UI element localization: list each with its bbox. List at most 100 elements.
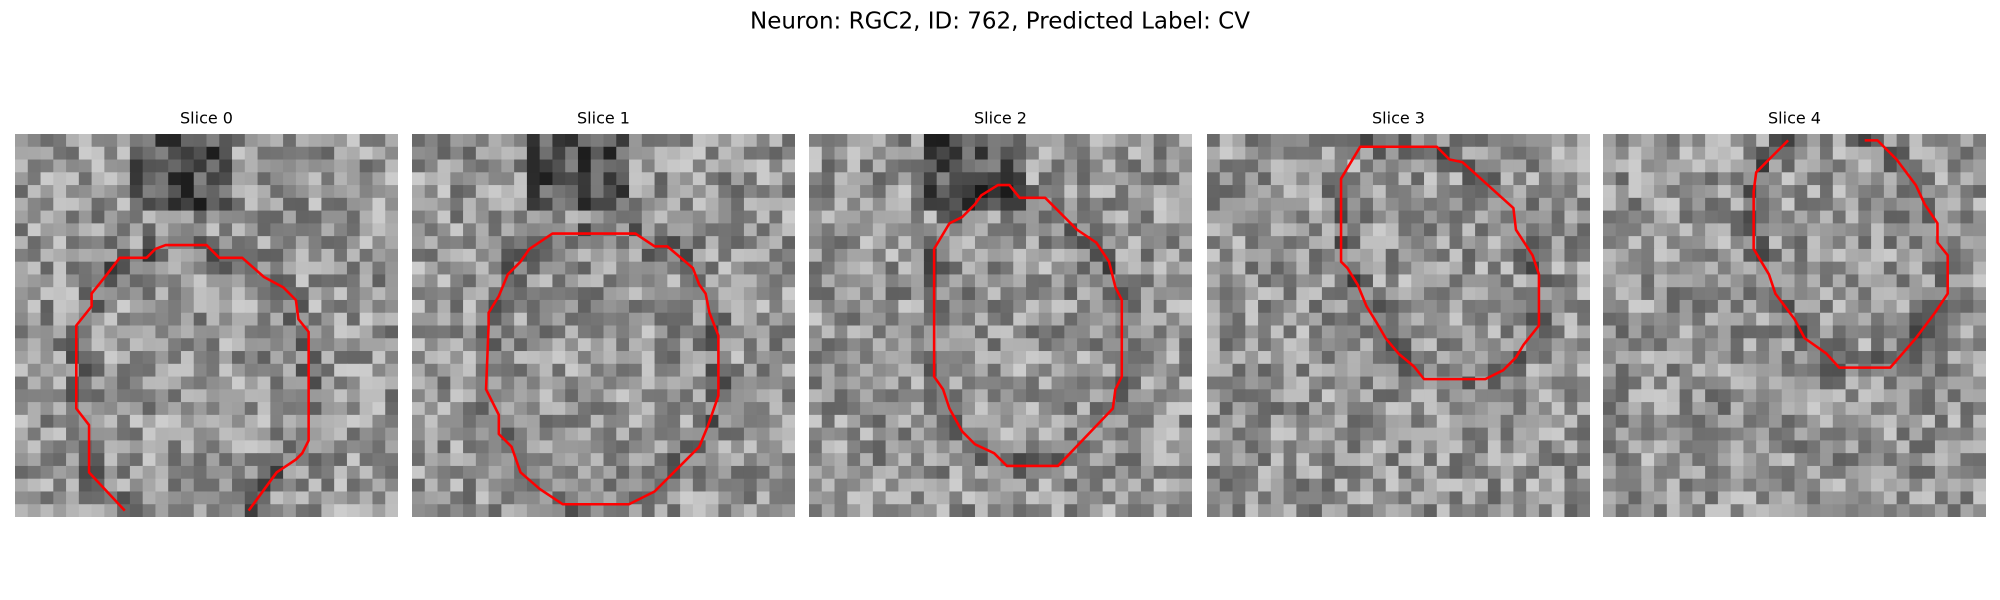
pixel xyxy=(1641,351,1655,365)
pixel xyxy=(1245,478,1259,492)
pixel xyxy=(168,491,182,505)
pixel xyxy=(283,402,297,416)
pixel xyxy=(872,159,887,173)
pixel xyxy=(962,223,976,237)
pixel xyxy=(705,210,719,224)
pixel xyxy=(1960,274,1974,288)
pixel xyxy=(1424,287,1438,301)
pixel xyxy=(53,351,67,365)
pixel xyxy=(1934,363,1949,378)
pixel xyxy=(987,325,1002,339)
pixel xyxy=(962,363,976,378)
pixel xyxy=(1794,402,1808,416)
pixel xyxy=(923,389,938,403)
pixel xyxy=(1705,287,1719,301)
pixel xyxy=(667,376,681,390)
pixel xyxy=(53,491,67,505)
pixel xyxy=(1398,261,1412,275)
pixel xyxy=(782,376,795,390)
pixel xyxy=(847,389,861,403)
pixel xyxy=(232,236,246,250)
pixel xyxy=(1934,338,1949,352)
pixel xyxy=(629,210,643,224)
pixel xyxy=(1666,287,1681,301)
pixel xyxy=(1526,223,1540,237)
pixel xyxy=(1347,210,1361,224)
pixel xyxy=(936,325,950,339)
pixel xyxy=(616,248,630,263)
pixel xyxy=(1038,363,1053,378)
pixel xyxy=(15,236,29,250)
pixel xyxy=(1896,351,1910,365)
pixel xyxy=(1666,389,1681,403)
pixel xyxy=(244,159,259,173)
pixel xyxy=(1513,389,1527,403)
pixel xyxy=(450,478,464,492)
pixel xyxy=(308,504,322,517)
pixel xyxy=(270,427,284,441)
pixel xyxy=(1166,299,1180,314)
pixel xyxy=(1781,172,1796,186)
pixel xyxy=(1858,261,1872,275)
pixel xyxy=(206,210,220,224)
pixel xyxy=(1705,478,1719,492)
pixel xyxy=(629,414,643,429)
pixel xyxy=(334,478,348,492)
pixel xyxy=(1219,312,1234,327)
pixel xyxy=(385,172,398,186)
pixel xyxy=(1730,427,1744,441)
pixel xyxy=(539,402,553,416)
pixel xyxy=(412,402,426,416)
pixel xyxy=(1947,504,1961,517)
pixel xyxy=(1449,134,1463,148)
pixel xyxy=(731,248,745,263)
pixel xyxy=(1603,146,1617,161)
pixel xyxy=(1296,440,1310,454)
pixel xyxy=(104,287,118,301)
pixel xyxy=(1641,159,1655,173)
pixel xyxy=(129,338,144,352)
pixel xyxy=(1026,504,1040,517)
image-panel xyxy=(412,134,795,517)
pixel xyxy=(424,223,439,237)
pixel xyxy=(475,261,490,275)
pixel xyxy=(1487,274,1502,288)
pixel xyxy=(1436,338,1451,352)
pixel xyxy=(1309,351,1323,365)
pixel xyxy=(718,414,732,429)
pixel xyxy=(1385,440,1400,454)
pixel xyxy=(1360,376,1374,390)
pixel xyxy=(1360,351,1374,365)
pixel xyxy=(667,223,681,237)
pixel xyxy=(1064,185,1078,199)
pixel xyxy=(1436,236,1451,250)
pixel xyxy=(1960,210,1974,224)
pixel xyxy=(1781,325,1796,339)
pixel xyxy=(1411,338,1425,352)
pixel xyxy=(1321,491,1336,505)
pixel xyxy=(1179,363,1192,378)
pixel xyxy=(641,185,656,199)
pixel xyxy=(1000,325,1014,339)
pixel xyxy=(1309,223,1323,237)
pixel xyxy=(1077,146,1091,161)
pixel xyxy=(526,236,541,250)
pixel xyxy=(1424,351,1438,365)
pixel xyxy=(295,465,310,480)
pixel xyxy=(847,312,861,327)
pixel xyxy=(1321,134,1336,148)
pixel xyxy=(1000,248,1014,263)
pixel xyxy=(526,453,541,467)
pixel xyxy=(1372,146,1387,161)
pixel xyxy=(412,440,426,454)
pixel xyxy=(1398,159,1412,173)
pixel xyxy=(257,312,271,327)
pixel xyxy=(1283,351,1297,365)
pixel xyxy=(514,402,528,416)
pixel xyxy=(1309,376,1323,390)
pixel xyxy=(1153,491,1167,505)
pixel xyxy=(1128,312,1142,327)
pixel xyxy=(1794,210,1808,224)
pixel xyxy=(987,274,1002,288)
pixel xyxy=(718,134,732,148)
